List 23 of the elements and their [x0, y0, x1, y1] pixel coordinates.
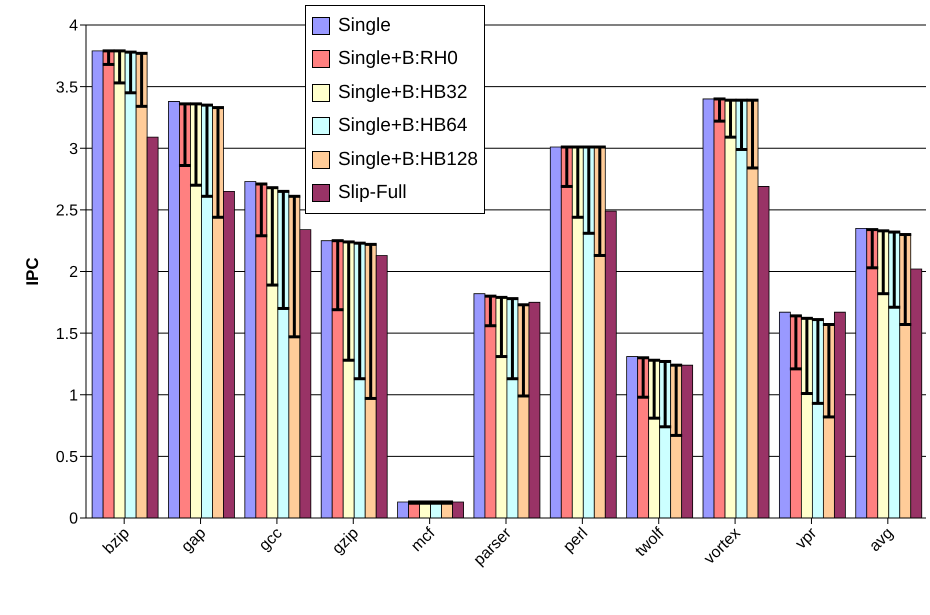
x-tick-label: gcc [256, 524, 286, 554]
x-tick-label: mcf [408, 524, 439, 556]
y-tick-label: 0 [69, 510, 78, 528]
x-tick-label: vpr [792, 524, 821, 553]
x-tick-label: gzip [329, 524, 362, 558]
x-tick-label: gap [178, 524, 210, 556]
y-tick-label: 4 [69, 18, 78, 35]
y-axis-title: IPC [23, 257, 42, 286]
y-tick-label: 3 [69, 140, 78, 158]
legend-label: Single+B:HB64 [338, 115, 468, 138]
legend-label: Single [338, 14, 391, 37]
y-tick-label: 1 [69, 387, 78, 404]
legend-label: Single+B:HB32 [338, 82, 468, 104]
y-tick-label: 2.5 [56, 202, 78, 220]
y-tick-label: 0.5 [56, 449, 78, 466]
legend-label: Single+B:HB128 [338, 148, 478, 171]
y-tick-label: 1.5 [56, 326, 78, 343]
legend-label: Single+B:RH0 [338, 48, 458, 70]
y-tick-label: 3.5 [56, 79, 78, 96]
x-tick-label: avg [866, 524, 897, 556]
y-tick-label: 2 [69, 264, 78, 282]
x-tick-label: bzip [100, 524, 134, 558]
legend-label: Slip-Full [338, 182, 407, 204]
